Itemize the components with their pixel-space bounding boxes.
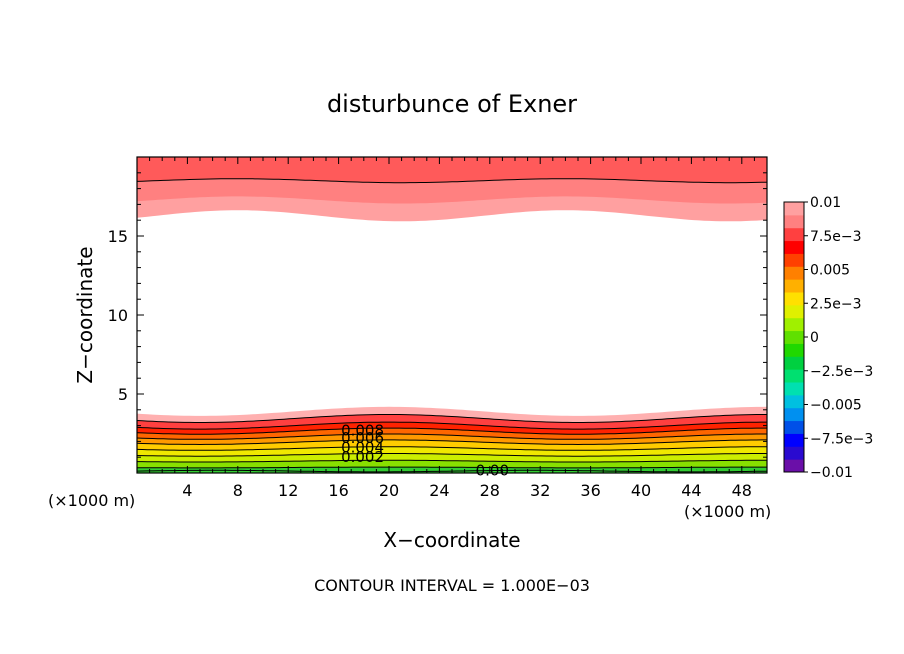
x-tick-label: 44 <box>681 481 701 500</box>
y-tick-label: 5 <box>118 385 128 404</box>
contour-label: 0.002 <box>341 448 384 466</box>
x-unit-label-left: (×1000 m) <box>48 491 135 510</box>
colorbar-tick-label: 0.01 <box>810 195 841 211</box>
y-tick-label: 15 <box>108 227 128 246</box>
contour-label: 0.004 <box>341 439 384 457</box>
x-tick-label: 8 <box>233 481 243 500</box>
colorbar-swatch <box>784 446 804 460</box>
colorbar-swatch <box>784 330 804 344</box>
colorbar <box>783 201 805 473</box>
fill-band-top-2 <box>137 157 767 183</box>
colorbar-swatch <box>784 214 804 229</box>
colorbar-swatch <box>784 356 804 370</box>
colorbar-swatch <box>784 304 804 319</box>
colorbar-swatch <box>784 433 804 447</box>
colorbar-tick-label: 0 <box>810 330 819 346</box>
x-tick-labels: 4 8 12 16 20 24 28 32 36 40 44 48 <box>182 481 752 500</box>
contour-label: 0.00 <box>476 462 509 480</box>
contour-label: 0.006 <box>341 429 384 447</box>
colorbar-swatch <box>784 279 804 293</box>
colorbar-tick-label: −2.5e−3 <box>810 364 873 380</box>
colorbar-swatch <box>784 240 804 254</box>
x-tick-label: 20 <box>379 481 399 500</box>
y-tick-labels: 5 10 15 <box>108 227 128 404</box>
x-tick-label: 28 <box>480 481 500 500</box>
colorbar-swatch <box>784 459 804 473</box>
colorbar-swatch <box>784 202 804 216</box>
contour-line-bottom-7 <box>137 459 767 463</box>
colorbar-tick-label: 0.005 <box>810 263 850 279</box>
contour-line-bottom-1 <box>137 421 767 430</box>
colorbar-tick-label: 2.5e−3 <box>810 296 862 312</box>
colorbar-tick-label: −7.5e−3 <box>810 431 873 447</box>
x-tick-label: 12 <box>278 481 298 500</box>
x-unit-label-right: (×1000 m) <box>684 502 771 521</box>
colorbar-swatch <box>784 420 804 434</box>
colorbar-swatch <box>784 227 804 242</box>
colorbar-swatch <box>784 343 804 357</box>
colorbar-tick-label: −0.01 <box>810 465 853 481</box>
contour-line-bottom-4 <box>137 439 767 446</box>
colorbar-labels: −0.01 −7.5e−3 −0.005 −2.5e−3 0 2.5e−3 0.005 7.5… <box>804 195 873 481</box>
axis-ticks <box>136 156 768 474</box>
colorbar-tick-label: 7.5e−3 <box>810 229 862 245</box>
x-tick-label: 4 <box>182 481 192 500</box>
contour-line-top-0 <box>137 178 767 184</box>
x-tick-label: 40 <box>631 481 651 500</box>
contour-line-bottom-0 <box>137 414 767 423</box>
x-tick-label: 16 <box>328 481 348 500</box>
y-tick-label: 10 <box>108 306 128 325</box>
colorbar-swatch <box>784 266 804 280</box>
colorbar-swatch <box>784 407 804 422</box>
colorbar-tick-label: −0.005 <box>810 398 862 414</box>
x-axis-label: X−coordinate <box>383 528 520 552</box>
contour-interval-note: CONTOUR INTERVAL = 1.000E−03 <box>314 576 590 595</box>
chart-title: disturbunce of Exner <box>327 90 577 118</box>
colorbar-swatch <box>784 253 804 267</box>
contour-line-bottom-3 <box>137 433 767 440</box>
colorbar-swatch <box>784 394 804 409</box>
y-axis-label: Z−coordinate <box>73 246 97 383</box>
contour-lines <box>137 178 767 473</box>
contour-line-bottom-5 <box>137 446 767 451</box>
colorbar-swatch <box>784 317 804 332</box>
colorbar-swatch <box>784 292 804 306</box>
colorbar-swatch <box>784 382 804 396</box>
contour-line-bottom-6 <box>137 453 767 457</box>
contour-label: 0.008 <box>341 421 384 439</box>
contour-line-bottom-8 <box>137 466 767 469</box>
x-tick-label: 24 <box>429 481 449 500</box>
colorbar-swatch <box>784 369 804 383</box>
x-tick-label: 36 <box>580 481 600 500</box>
x-tick-label: 48 <box>732 481 752 500</box>
x-tick-label: 32 <box>530 481 550 500</box>
contour-line-bottom-2 <box>137 427 767 435</box>
